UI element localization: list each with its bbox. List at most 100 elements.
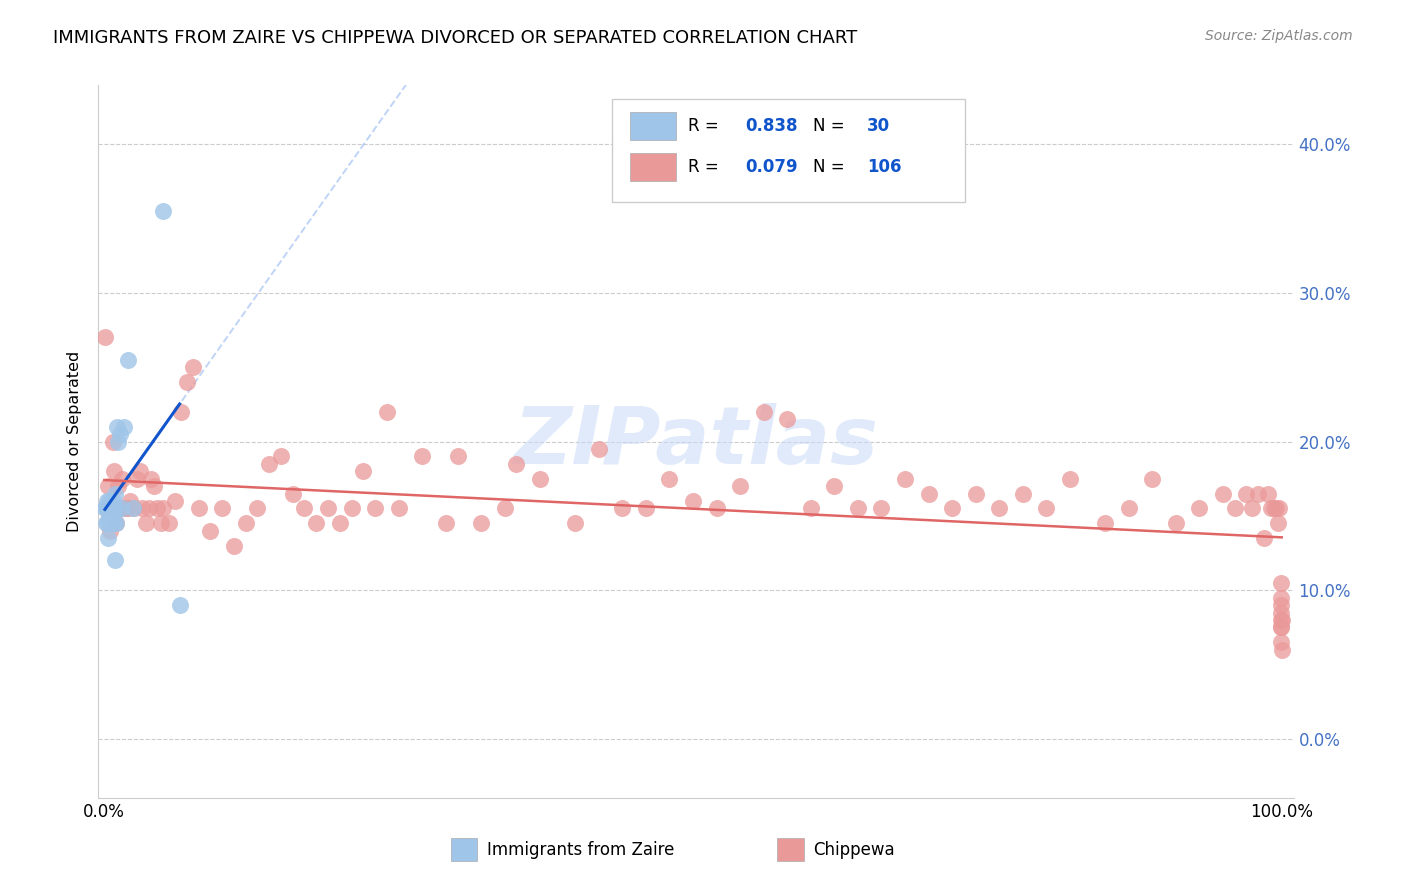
Point [870, 501, 893, 516]
Point [120, 494, 142, 508]
Point [104, 486, 127, 500]
Point [1035, 501, 1057, 516]
Point [96, 494, 118, 508]
Point [152, 204, 174, 219]
Point [157, 516, 180, 531]
Point [305, 516, 328, 531]
Text: Chippewa: Chippewa [813, 841, 894, 859]
Point [411, 450, 433, 464]
Point [107, 479, 129, 493]
Point [1241, 501, 1264, 516]
Text: 0.838: 0.838 [745, 117, 797, 135]
Point [169, 598, 191, 612]
Point [97, 479, 120, 493]
Point [1260, 501, 1282, 516]
Point [846, 501, 869, 516]
Point [352, 464, 374, 478]
Point [1270, 642, 1292, 657]
Point [117, 501, 139, 516]
Point [823, 479, 845, 493]
Point [100, 501, 122, 516]
Point [104, 553, 127, 567]
Point [965, 486, 987, 500]
Point [1264, 501, 1286, 516]
Point [101, 494, 124, 508]
Point [634, 501, 657, 516]
Point [658, 472, 681, 486]
Point [211, 501, 233, 516]
Text: ZIPatlas: ZIPatlas [513, 402, 879, 481]
Point [103, 516, 125, 531]
Point [138, 501, 160, 516]
Point [105, 516, 128, 531]
Point [1142, 472, 1164, 486]
FancyBboxPatch shape [630, 112, 676, 140]
Point [434, 516, 457, 531]
Point [100, 516, 122, 531]
Point [142, 479, 165, 493]
Point [131, 501, 153, 516]
Point [122, 501, 145, 516]
Point [1247, 486, 1270, 500]
Point [270, 450, 292, 464]
Point [97, 501, 120, 516]
Point [103, 464, 125, 478]
Point [706, 501, 728, 516]
Point [112, 419, 135, 434]
Point [222, 539, 245, 553]
Point [505, 457, 527, 471]
Point [1011, 486, 1033, 500]
Point [776, 412, 799, 426]
Point [682, 494, 704, 508]
Point [98, 501, 121, 516]
Point [1094, 516, 1116, 531]
Point [988, 501, 1011, 516]
Point [1270, 620, 1292, 634]
Point [941, 501, 963, 516]
Point [98, 516, 121, 531]
Point [98, 524, 121, 538]
Point [494, 501, 516, 516]
Text: R =: R = [688, 158, 724, 176]
Point [1059, 472, 1081, 486]
Point [588, 442, 610, 456]
Point [141, 472, 163, 486]
Point [98, 494, 121, 508]
FancyBboxPatch shape [451, 838, 477, 861]
Point [364, 501, 387, 516]
Point [340, 501, 363, 516]
Point [446, 450, 468, 464]
Point [917, 486, 939, 500]
Point [163, 494, 186, 508]
Point [103, 501, 125, 516]
Point [894, 472, 917, 486]
Point [181, 360, 204, 375]
Point [388, 501, 411, 516]
Point [94, 516, 117, 531]
Point [105, 501, 128, 516]
Point [111, 501, 134, 516]
Point [1164, 516, 1187, 531]
Point [1270, 635, 1292, 649]
Point [117, 352, 139, 367]
Point [98, 501, 121, 516]
Point [101, 508, 124, 523]
Point [176, 375, 198, 389]
Point [329, 516, 352, 531]
Point [1236, 486, 1258, 500]
Point [100, 501, 122, 516]
Point [101, 434, 124, 449]
Point [1270, 620, 1292, 634]
Point [98, 508, 121, 523]
Point [1188, 501, 1211, 516]
FancyBboxPatch shape [630, 153, 676, 181]
Point [281, 486, 304, 500]
Point [564, 516, 586, 531]
Point [96, 501, 118, 516]
Point [105, 419, 128, 434]
Point [96, 516, 118, 531]
Point [612, 501, 634, 516]
Point [1267, 516, 1289, 531]
Point [1270, 613, 1292, 627]
Text: Immigrants from Zaire: Immigrants from Zaire [486, 841, 675, 859]
